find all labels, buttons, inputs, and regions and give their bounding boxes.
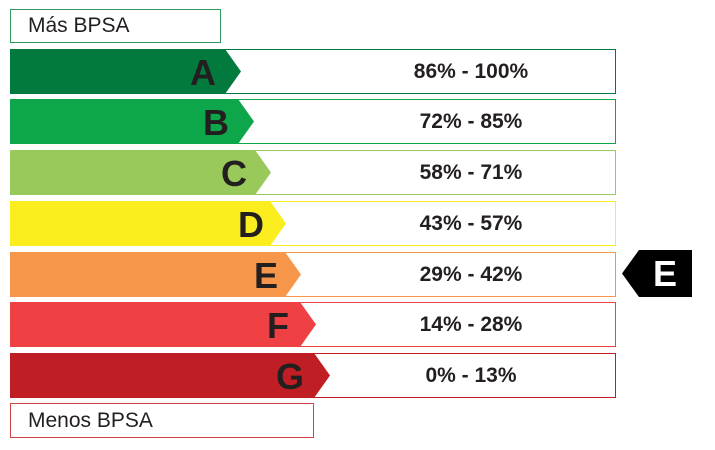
rating-letter-b: B <box>203 102 229 143</box>
rating-range-f: 14% - 28% <box>419 313 523 336</box>
top-label: Más BPSA <box>10 9 221 43</box>
bottom-label: Menos BPSA <box>10 403 314 438</box>
rating-letter-d: D <box>238 204 264 245</box>
rating-letter-c: C <box>221 153 247 194</box>
rating-bar-g <box>10 353 330 398</box>
rating-bar-d <box>10 201 286 246</box>
rating-range-e: 29% - 42% <box>419 263 523 286</box>
rating-bar-a <box>10 49 241 94</box>
rating-bar-e <box>10 252 301 297</box>
rating-bar-f <box>10 302 316 347</box>
rating-row-b: B 72% - 85% <box>10 99 616 144</box>
rating-row-e: E 29% - 42% <box>10 252 616 297</box>
rating-range-c: 58% - 71% <box>419 161 523 184</box>
rating-range-d: 43% - 57% <box>419 212 523 235</box>
rating-row-a: A 86% - 100% <box>10 49 616 94</box>
rating-bar-c <box>10 150 271 195</box>
rating-row-f: F 14% - 28% <box>10 302 616 347</box>
current-rating-letter: E <box>652 253 677 294</box>
rating-row-d: D 43% - 57% <box>10 201 616 246</box>
rating-row-g: G 0% - 13% <box>10 353 616 398</box>
rating-range-a: 86% - 100% <box>413 60 529 83</box>
rating-range-b: 72% - 85% <box>419 110 523 133</box>
rating-letter-e: E <box>253 255 278 296</box>
rating-range-g: 0% - 13% <box>425 364 517 387</box>
rating-letter-f: F <box>267 305 289 346</box>
rating-letter-a: A <box>190 52 216 93</box>
rating-row-c: C 58% - 71% <box>10 150 616 195</box>
rating-bar-b <box>10 99 254 144</box>
rating-letter-g: G <box>275 356 304 397</box>
current-rating-marker <box>622 250 692 297</box>
